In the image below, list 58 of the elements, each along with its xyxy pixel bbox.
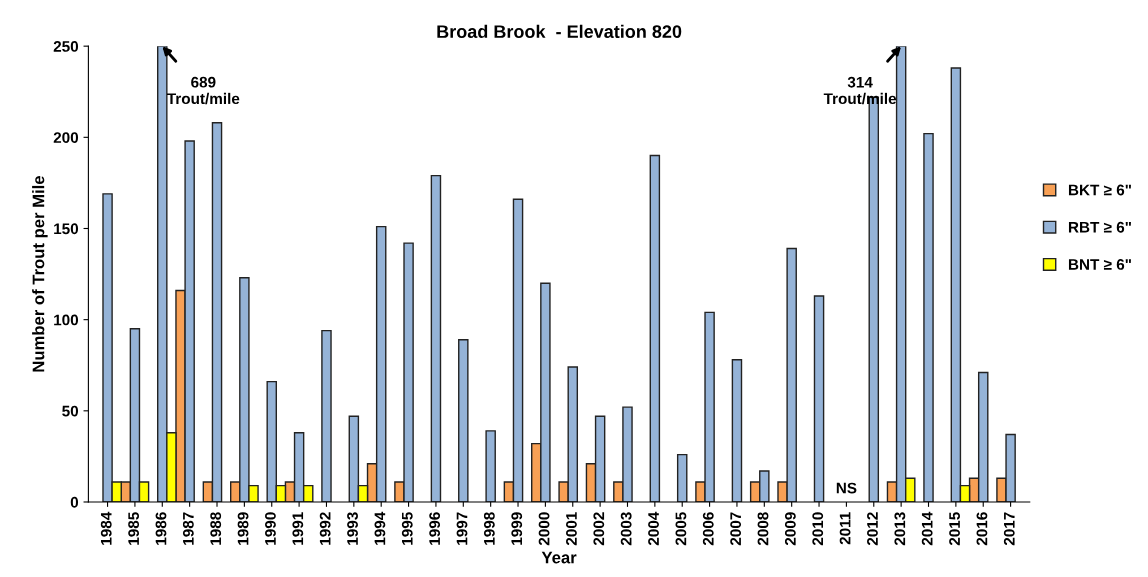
- chart-title: Broad Brook - Elevation 820: [437, 24, 682, 38]
- legend-label: RBT ≥ 6": [1068, 221, 1131, 233]
- x-tick-label: 2010: [812, 512, 824, 546]
- x-tick-label: 1990: [265, 512, 276, 545]
- x-tick-label: 1991: [292, 512, 304, 545]
- x-tick-label: 2007: [730, 512, 742, 546]
- x-tick-label: 2011: [839, 512, 851, 545]
- y-tick-label: 250: [53, 41, 79, 52]
- x-tick-label: 2016: [976, 512, 988, 546]
- x-tick-label: 1997: [456, 512, 468, 545]
- bar: [923, 132, 934, 502]
- bar: [430, 174, 442, 502]
- bar: [321, 329, 332, 502]
- legend-label: BKT ≥ 6": [1068, 184, 1131, 196]
- y-axis-title: Number of Trout per Mile: [32, 176, 48, 372]
- y-tick-label: 100: [54, 314, 79, 326]
- x-tick-label: 1995: [401, 512, 413, 545]
- x-tick-label: 1987: [182, 512, 194, 545]
- x-tick-label: 2002: [593, 512, 605, 546]
- x-tick-label: 2017: [1003, 512, 1015, 546]
- x-tick-label: 1996: [429, 512, 441, 545]
- annotation: NS: [836, 482, 857, 494]
- x-tick-label: 2001: [566, 512, 577, 546]
- x-tick-label: 2003: [620, 512, 632, 546]
- bar: [813, 295, 825, 502]
- y-tick-label: 150: [54, 223, 79, 235]
- y-tick-label: 200: [53, 132, 79, 144]
- annotation: 314 Trout/mile: [823, 76, 897, 105]
- x-tick-label: 2004: [648, 511, 659, 546]
- x-tick-label: 1986: [155, 512, 167, 545]
- x-tick-label: 1998: [483, 512, 495, 545]
- x-tick-label: 1984: [100, 511, 112, 545]
- x-tick-label: 2000: [538, 512, 550, 546]
- x-tick-label: 2009: [784, 512, 796, 546]
- y-tick-label: 50: [62, 405, 79, 417]
- y-tick-label: 0: [70, 496, 79, 508]
- bar: [731, 359, 743, 502]
- legend-label: BNT ≥ 6": [1068, 259, 1131, 270]
- annotation: 689 Trout/mile: [167, 76, 240, 105]
- x-tick-label: 1985: [128, 512, 140, 545]
- x-tick-label: 1989: [237, 512, 249, 545]
- x-tick-label: 2012: [867, 512, 878, 546]
- x-tick-label: 2013: [894, 512, 906, 546]
- x-tick-label: 1992: [319, 512, 331, 545]
- x-tick-label: 1994: [374, 511, 386, 545]
- bar: [458, 339, 469, 502]
- bar: [676, 453, 688, 502]
- x-tick-label: 2005: [675, 512, 687, 546]
- bar: [649, 154, 661, 502]
- x-tick-label: 2014: [921, 511, 933, 546]
- x-tick-label: 1993: [347, 512, 358, 545]
- x-tick-label: 2015: [949, 512, 960, 546]
- x-tick-label: 2008: [757, 512, 769, 546]
- x-tick-label: 1988: [210, 512, 222, 545]
- x-axis-title: Year: [541, 551, 577, 564]
- x-tick-label: 2006: [702, 512, 714, 546]
- x-tick-label: 1999: [511, 512, 523, 545]
- bar: [485, 430, 496, 502]
